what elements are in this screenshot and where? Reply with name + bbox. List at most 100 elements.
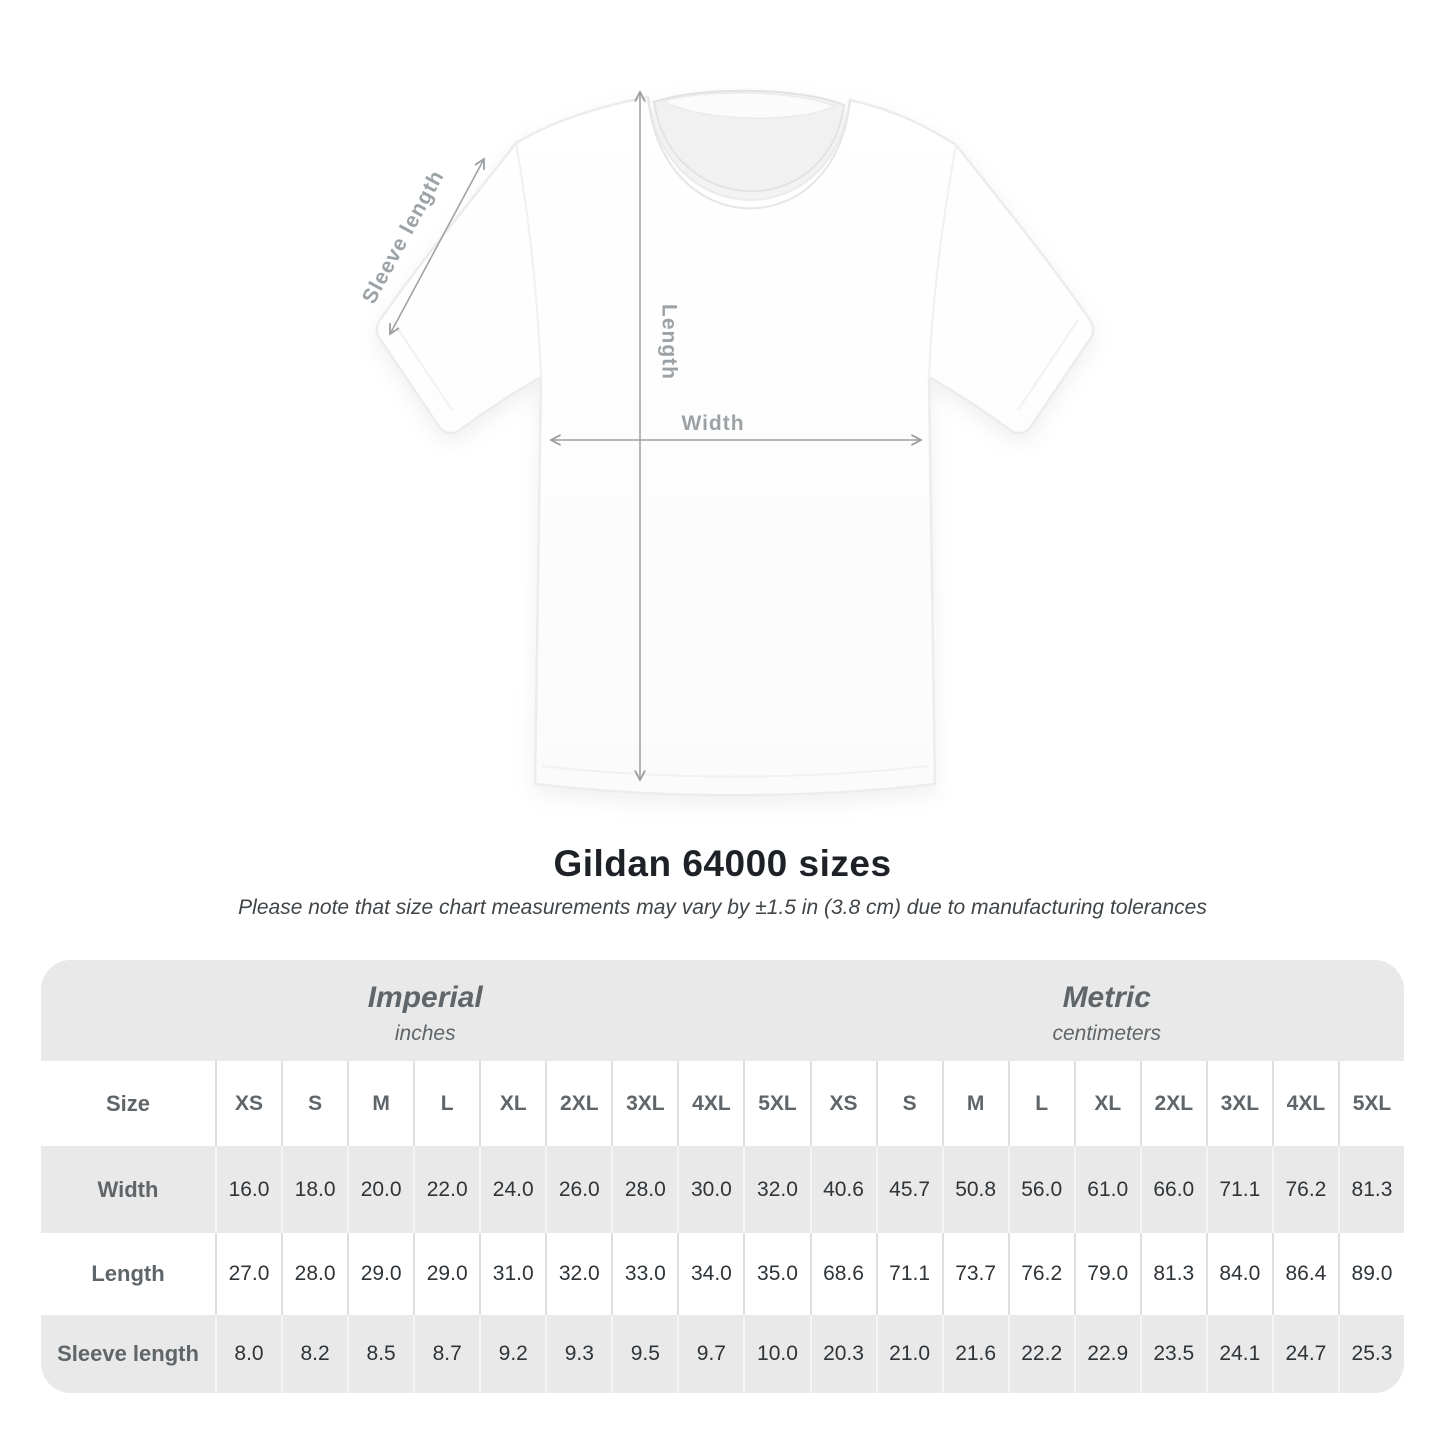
- metric-value-cell: 25.3: [1337, 1315, 1404, 1393]
- imperial-value-cell: 33.0: [611, 1233, 677, 1315]
- metric-value-cell: 21.0: [875, 1315, 942, 1393]
- size-header-cell: 3XL: [611, 1061, 677, 1146]
- imperial-value-cell: 18.0: [281, 1146, 347, 1233]
- imperial-value-cell: 10.0: [743, 1315, 809, 1393]
- tshirt-body: [375, 95, 1095, 797]
- table-row-width: Width 16.0 18.0 20.0 22.0 24.0 26.0 28.0 30.0 32…: [41, 1146, 1404, 1233]
- collar-back-band: [662, 92, 836, 119]
- metric-unit: centimeters: [1052, 1022, 1162, 1045]
- imperial-value-cell: 35.0: [743, 1233, 809, 1315]
- size-table: Imperial inches Metric centimeters Size …: [41, 960, 1404, 1393]
- right-cuff-stitch: [1017, 319, 1079, 411]
- tolerance-note: Please note that size chart measurements…: [238, 896, 1207, 919]
- right-sleeve-seam: [928, 144, 957, 378]
- imperial-value-cell: 8.0: [215, 1315, 281, 1393]
- metric-value-cell: 81.3: [1139, 1233, 1206, 1315]
- size-header-row: Size XS S M L XL 2XL 3XL 4XL 5XL XS S M L XL 2XL 3XL 4XL…: [41, 1061, 1404, 1146]
- metric-value-cell: 22.9: [1073, 1315, 1140, 1393]
- row-label: Width: [97, 1176, 159, 1202]
- size-header-cell: XS: [215, 1061, 281, 1146]
- row-label: Length: [91, 1261, 165, 1286]
- metric-value-cell: 24.1: [1205, 1315, 1272, 1393]
- metric-header: Metric centimeters: [810, 960, 1405, 1061]
- imperial-value-cell: 26.0: [545, 1146, 611, 1233]
- metric-value-cell: 20.3: [809, 1315, 876, 1393]
- imperial-value-cell: 24.0: [479, 1146, 545, 1233]
- metric-value-cell: 89.0: [1337, 1233, 1404, 1315]
- size-header-cell: L: [1007, 1061, 1074, 1146]
- imperial-value-cell: 32.0: [743, 1146, 809, 1233]
- collar-trim: [647, 96, 851, 210]
- size-header-cell: 2XL: [545, 1061, 611, 1146]
- metric-value-cell: 84.0: [1205, 1233, 1272, 1315]
- width-label: Width: [681, 412, 744, 435]
- size-corner-label: Size: [105, 1090, 151, 1116]
- imperial-value-cell: 16.0: [215, 1146, 281, 1233]
- left-sleeve-seam: [515, 142, 542, 378]
- metric-value-cell: 76.2: [1007, 1233, 1074, 1315]
- size-header-cell: XL: [479, 1061, 545, 1146]
- metric-value-cell: 50.8: [941, 1146, 1008, 1233]
- metric-value-cell: 66.0: [1139, 1146, 1206, 1233]
- imperial-value-cell: 34.0: [677, 1233, 743, 1315]
- size-header-cell: L: [413, 1061, 479, 1146]
- table-row-length: Length 27.0 28.0 29.0 29.0 31.0 32.0 33.0 34.0 3…: [41, 1233, 1404, 1315]
- metric-value-cell: 71.1: [1205, 1146, 1272, 1233]
- size-header-cell: 2XL: [1139, 1061, 1206, 1146]
- size-header-cell: M: [347, 1061, 413, 1146]
- size-header-cell: XL: [1073, 1061, 1140, 1146]
- imperial-value-cell: 31.0: [479, 1233, 545, 1315]
- metric-value-cell: 40.6: [809, 1146, 876, 1233]
- imperial-value-cell: 27.0: [215, 1233, 281, 1315]
- imperial-value-cell: 8.2: [281, 1315, 347, 1393]
- metric-value-cell: 24.7: [1271, 1315, 1338, 1393]
- imperial-value-cell: 9.2: [479, 1315, 545, 1393]
- size-header-cell: XS: [809, 1061, 876, 1146]
- size-header-cell: 4XL: [677, 1061, 743, 1146]
- imperial-value-cell: 30.0: [677, 1146, 743, 1233]
- metric-value-cell: 56.0: [1007, 1146, 1074, 1233]
- imperial-label: Imperial: [367, 981, 483, 1014]
- metric-value-cell: 23.5: [1139, 1315, 1206, 1393]
- metric-value-cell: 79.0: [1073, 1233, 1140, 1315]
- hem-stitch: [541, 765, 929, 778]
- heading-block: Gildan 64000 sizes Please note that size…: [0, 843, 1445, 920]
- metric-label: Metric: [1062, 981, 1151, 1014]
- imperial-value-cell: 28.0: [611, 1146, 677, 1233]
- metric-value-cell: 86.4: [1271, 1233, 1338, 1315]
- imperial-value-cell: 8.7: [413, 1315, 479, 1393]
- imperial-value-cell: 28.0: [281, 1233, 347, 1315]
- metric-value-cell: 71.1: [875, 1233, 942, 1315]
- unit-header-band: Imperial inches Metric centimeters: [41, 960, 1404, 1061]
- imperial-header: Imperial inches: [41, 960, 810, 1061]
- table-row-sleeve-length: Sleeve length 8.0 8.2 8.5 8.7 9.2 9.3 9.5 9.7 10…: [41, 1315, 1404, 1393]
- size-header-cell: 5XL: [1337, 1061, 1404, 1146]
- imperial-value-cell: 32.0: [545, 1233, 611, 1315]
- measurement-arrows: [390, 92, 921, 780]
- imperial-value-cell: 8.5: [347, 1315, 413, 1393]
- row-label: Sleeve length: [57, 1341, 199, 1366]
- length-label: Length: [657, 304, 680, 380]
- metric-value-cell: 45.7: [875, 1146, 942, 1233]
- size-header-cell: 5XL: [743, 1061, 809, 1146]
- metric-value-cell: 76.2: [1271, 1146, 1338, 1233]
- tshirt-illustration: [375, 89, 1095, 797]
- imperial-value-cell: 9.5: [611, 1315, 677, 1393]
- size-header-cell: S: [281, 1061, 347, 1146]
- size-header-cell: M: [941, 1061, 1008, 1146]
- metric-value-cell: 22.2: [1007, 1315, 1074, 1393]
- size-header-cell: 3XL: [1205, 1061, 1272, 1146]
- imperial-value-cell: 9.3: [545, 1315, 611, 1393]
- metric-value-cell: 21.6: [941, 1315, 1008, 1393]
- metric-value-cell: 81.3: [1337, 1146, 1404, 1233]
- imperial-unit: inches: [394, 1022, 456, 1045]
- metric-value-cell: 61.0: [1073, 1146, 1140, 1233]
- imperial-value-cell: 22.0: [413, 1146, 479, 1233]
- imperial-value-cell: 29.0: [347, 1233, 413, 1315]
- imperial-value-cell: 29.0: [413, 1233, 479, 1315]
- metric-value-cell: 73.7: [941, 1233, 1008, 1315]
- tshirt-diagram: Sleeve length Length Width: [358, 89, 1095, 797]
- size-header-cell: 4XL: [1271, 1061, 1338, 1146]
- imperial-value-cell: 20.0: [347, 1146, 413, 1233]
